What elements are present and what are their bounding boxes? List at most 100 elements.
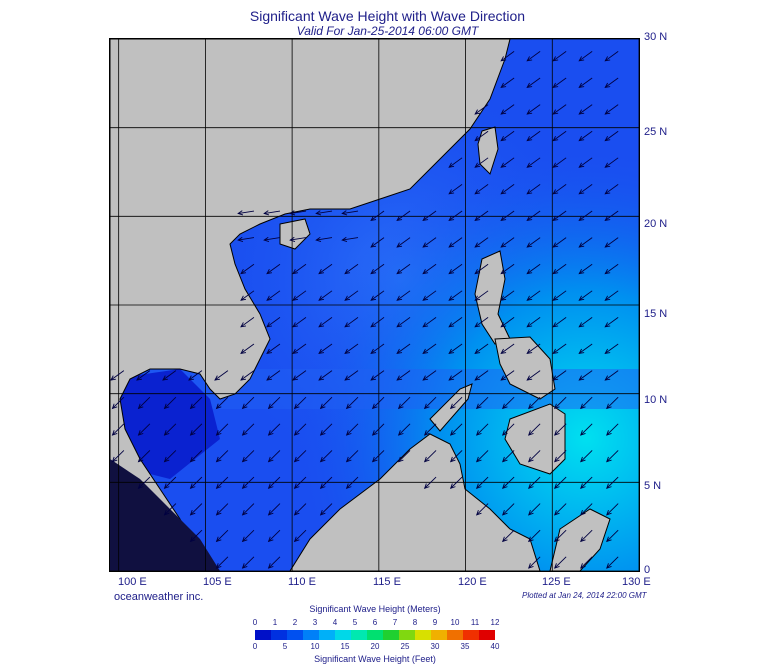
wave-arrow	[293, 529, 307, 543]
colorbar-feet-tick: 40	[490, 642, 500, 651]
hainan-island	[279, 218, 311, 250]
lat-label-15n: 15 N	[644, 308, 668, 320]
wave-arrow	[578, 290, 593, 301]
wave-arrow	[292, 343, 307, 355]
wave-arrow	[215, 556, 229, 569]
wave-arrow	[241, 556, 255, 569]
wave-arrow	[163, 503, 177, 516]
colorbar-meter-tick: 9	[432, 618, 438, 627]
wave-arrow	[241, 396, 255, 410]
wave-arrow	[528, 476, 541, 489]
wave-arrow	[189, 476, 203, 489]
colorbar-segment	[319, 630, 335, 640]
colorbar-meter-tick: 5	[352, 618, 358, 627]
wave-arrow	[501, 476, 515, 489]
wave-arrow	[500, 317, 515, 328]
colorbar-meter-tick: 11	[470, 618, 480, 627]
wave-arrow	[370, 237, 385, 248]
wave-arrow	[500, 157, 515, 168]
wave-arrow	[370, 210, 385, 222]
wave-arrow	[237, 210, 255, 216]
lon-label-115e: 115 E	[373, 576, 401, 588]
wave-arrow	[345, 396, 359, 410]
wave-arrow	[578, 370, 593, 381]
wave-arrow	[241, 476, 255, 489]
wave-arrow	[500, 290, 515, 301]
wave-arrow	[448, 317, 463, 328]
wave-arrow	[422, 370, 437, 381]
wave-arrow	[552, 210, 567, 222]
wave-arrow	[396, 370, 411, 381]
wave-arrow	[580, 556, 593, 569]
wave-arrow	[397, 396, 411, 410]
lon-label-120e: 120 E	[458, 576, 487, 588]
wave-arrow	[241, 423, 255, 436]
wave-arrow	[292, 263, 307, 275]
wave-arrow	[344, 290, 359, 301]
wave-arrow	[396, 290, 411, 301]
wave-arrow	[371, 450, 385, 463]
wave-arrow	[110, 370, 125, 381]
wave-arrow	[578, 77, 593, 89]
wave-arrow	[293, 396, 307, 410]
wave-arrow	[266, 263, 281, 275]
wave-arrow	[267, 556, 281, 569]
wave-arrow	[604, 77, 619, 89]
wave-arrow	[552, 184, 567, 195]
colorbar-feet-tick: 15	[340, 642, 350, 651]
wave-arrow	[370, 263, 385, 275]
wave-arrow	[578, 343, 593, 355]
lat-label-20n: 20 N	[644, 218, 668, 230]
wave-arrow	[604, 104, 619, 115]
wave-arrow	[263, 236, 281, 242]
wave-arrow	[137, 450, 151, 463]
wave-arrow	[606, 556, 619, 569]
plotted-timestamp: Plotted at Jan 24, 2014 22:00 GMT	[522, 591, 647, 600]
wave-arrow	[552, 104, 567, 115]
wave-arrow	[448, 157, 463, 168]
wave-arrow	[111, 450, 125, 463]
wave-arrow	[396, 317, 411, 328]
colorbar-segment	[399, 630, 415, 640]
lat-label-10n: 10 N	[644, 394, 668, 406]
wave-arrow	[344, 343, 359, 355]
wave-arrow	[500, 237, 515, 248]
wave-arrow	[448, 343, 463, 355]
wave-arrow	[163, 450, 177, 463]
borneo-island	[289, 433, 541, 571]
wave-arrow	[163, 396, 177, 410]
lon-label-105e: 105 E	[203, 576, 232, 588]
wave-arrow	[552, 77, 567, 89]
wave-arrow	[606, 450, 619, 463]
wave-arrow	[345, 423, 359, 436]
wave-arrow	[422, 210, 437, 222]
wave-arrow	[526, 237, 541, 248]
colorbar-meter-tick: 6	[372, 618, 378, 627]
wave-arrow	[474, 317, 489, 328]
wave-arrow	[293, 450, 307, 463]
wave-arrow	[267, 503, 281, 516]
wave-arrow	[111, 423, 125, 436]
wave-arrow	[552, 51, 567, 62]
lat-label-30n: 30 N	[644, 31, 668, 43]
wave-arrow	[240, 343, 255, 355]
wave-arrow	[318, 317, 333, 328]
wave-arrow	[475, 450, 489, 463]
wave-arrow	[526, 263, 541, 275]
wave-arrow	[501, 396, 515, 410]
wave-arrow	[237, 236, 255, 242]
colorbar	[255, 630, 495, 640]
wave-arrow	[448, 290, 463, 301]
wave-arrow	[604, 370, 619, 381]
colorbar-segment	[335, 630, 351, 640]
wave-arrow	[215, 450, 229, 463]
wave-arrow	[341, 236, 359, 242]
wave-arrow	[267, 423, 281, 436]
wave-arrow	[578, 184, 593, 195]
wave-arrow	[293, 476, 307, 489]
wave-arrow	[526, 157, 541, 168]
wave-arrow	[474, 104, 489, 115]
wave-arrow	[554, 450, 567, 463]
wave-arrow	[526, 210, 541, 222]
wave-arrow	[423, 450, 437, 463]
